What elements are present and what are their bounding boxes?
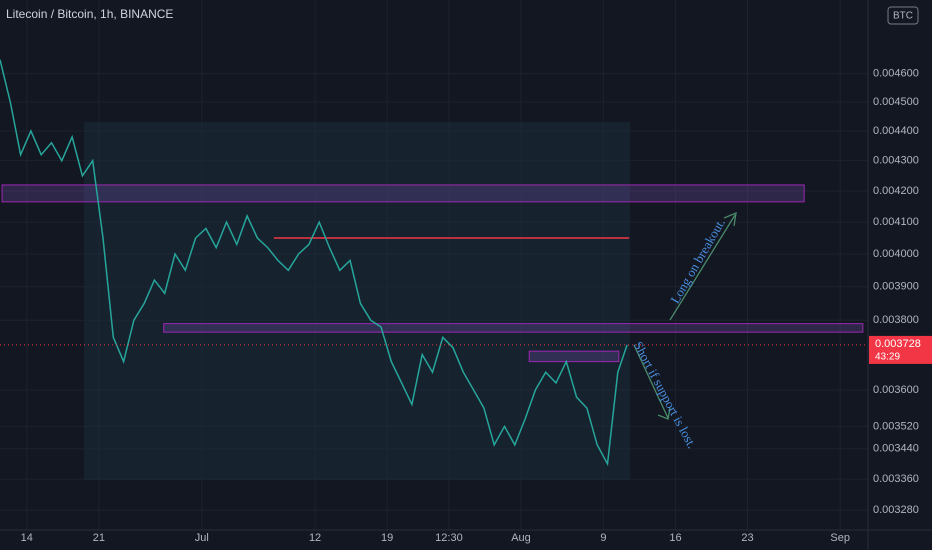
- x-tick-label: 19: [381, 532, 393, 544]
- price-line: [0, 59, 628, 467]
- x-tick-label: 14: [21, 532, 33, 544]
- zone: [528, 350, 620, 363]
- y-tick-label: 0.003600: [873, 384, 919, 396]
- currency-label: BTC: [893, 11, 913, 22]
- x-tick-label: Jul: [195, 532, 209, 544]
- arrow-down: [633, 344, 669, 419]
- x-tick-label: 23: [741, 532, 753, 544]
- y-tick-label: 0.004300: [873, 155, 919, 167]
- chart-title: Litecoin / Bitcoin, 1h, BINANCE: [6, 7, 173, 21]
- x-tick-label: 21: [93, 532, 105, 544]
- x-tick-label: Sep: [830, 532, 850, 544]
- y-tick-label: 0.004500: [873, 96, 919, 108]
- y-tick-label: 0.003440: [873, 443, 919, 455]
- y-tick-label: 0.003520: [873, 420, 919, 432]
- zone: [1, 184, 805, 203]
- last-price-box: [869, 335, 932, 364]
- arrow-up-head: [723, 211, 737, 227]
- y-tick-label: 0.003800: [873, 314, 919, 326]
- x-tick-label: 9: [600, 532, 606, 544]
- last-price-label: 0.003728: [875, 338, 921, 350]
- y-tick-label: 0.004000: [873, 248, 919, 260]
- arrow-up: [669, 214, 736, 321]
- y-tick-label: 0.004400: [873, 125, 919, 137]
- arrow-down-head: [657, 407, 671, 420]
- y-tick-label: 0.003360: [873, 473, 919, 485]
- zone: [163, 323, 864, 333]
- y-tick-label: 0.003280: [873, 504, 919, 516]
- y-tick-label: 0.004200: [873, 185, 919, 197]
- currency-badge[interactable]: [887, 6, 919, 25]
- y-tick-label: 0.004100: [873, 216, 919, 228]
- volume-profile-area: [84, 122, 630, 480]
- x-tick-label: 16: [669, 532, 681, 544]
- countdown-label: 43:29: [875, 352, 900, 363]
- y-tick-label: 0.003900: [873, 281, 919, 293]
- x-tick-label: Aug: [511, 532, 531, 544]
- x-tick-label: 12:30: [435, 532, 463, 544]
- y-tick-label: 0.004600: [873, 68, 919, 80]
- x-tick-label: 12: [309, 532, 321, 544]
